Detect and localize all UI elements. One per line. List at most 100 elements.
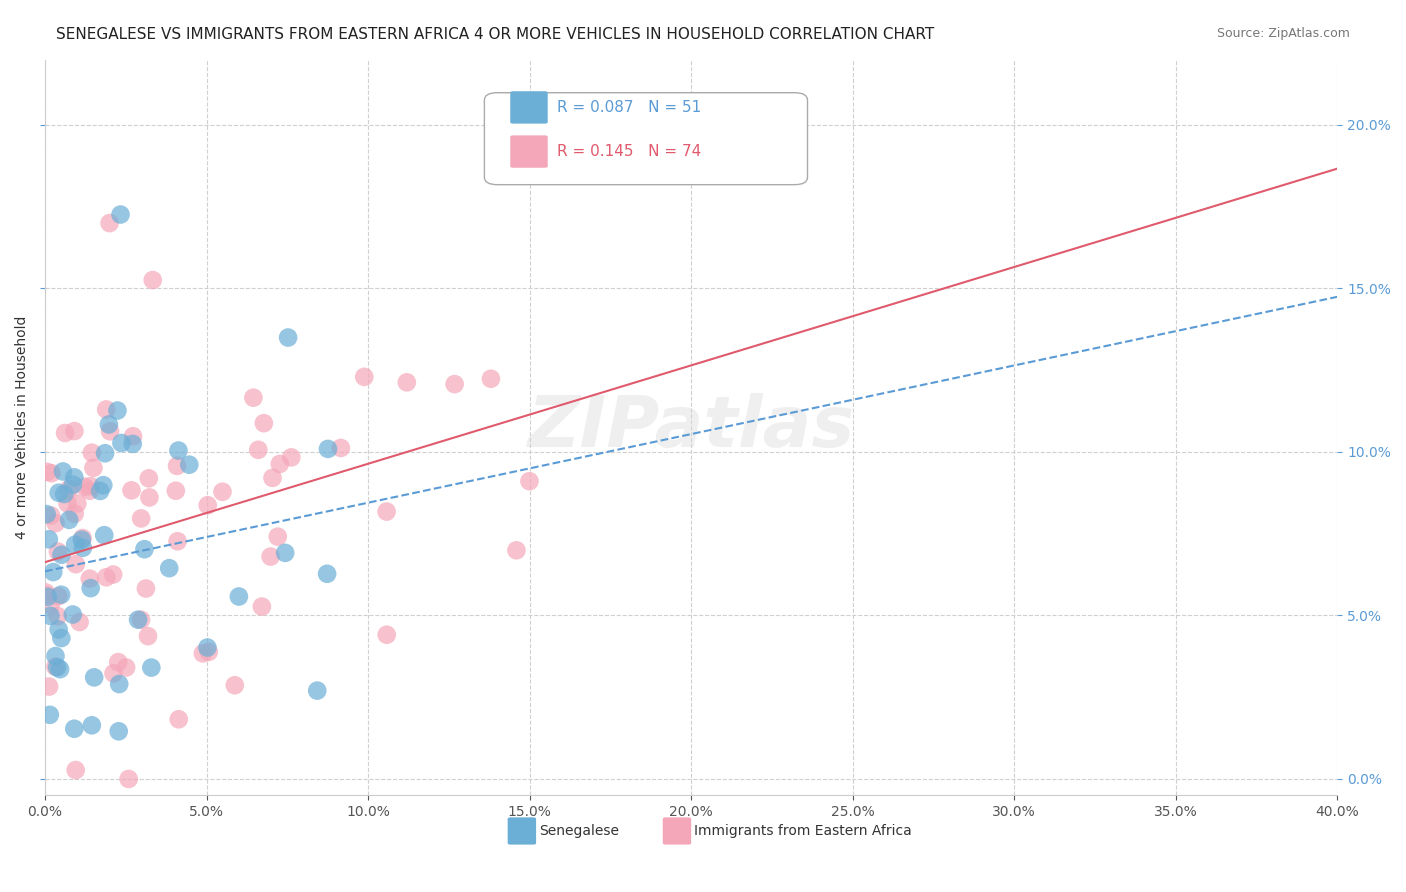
- Point: [121, 437, 143, 451]
- Point: [277, 330, 299, 344]
- Point: [141, 660, 163, 674]
- Point: [375, 628, 398, 642]
- FancyBboxPatch shape: [510, 136, 548, 168]
- Point: [35, 588, 58, 602]
- Point: [82, 460, 104, 475]
- Point: [45, 516, 67, 531]
- Point: [73, 480, 96, 494]
- Point: [41, 466, 63, 480]
- Point: [52, 465, 75, 479]
- FancyBboxPatch shape: [508, 817, 536, 845]
- Point: [98, 425, 121, 439]
- Point: [35, 465, 58, 479]
- Point: [70, 533, 93, 547]
- Point: [62, 607, 84, 622]
- Text: Source: ZipAtlas.com: Source: ZipAtlas.com: [1216, 27, 1350, 40]
- Point: [247, 442, 270, 457]
- Point: [97, 417, 120, 432]
- Point: [242, 391, 264, 405]
- Point: [65, 763, 87, 777]
- Point: [98, 216, 121, 230]
- Point: [63, 470, 86, 484]
- Point: [79, 483, 101, 498]
- Point: [166, 534, 188, 549]
- Point: [91, 478, 114, 492]
- Point: [108, 677, 131, 691]
- FancyBboxPatch shape: [510, 91, 548, 124]
- Point: [37, 590, 59, 604]
- Point: [69, 615, 91, 629]
- Point: [83, 670, 105, 684]
- Text: R = 0.145   N = 74: R = 0.145 N = 74: [557, 145, 702, 159]
- Text: SENEGALESE VS IMMIGRANTS FROM EASTERN AFRICA 4 OR MORE VEHICLES IN HOUSEHOLD COR: SENEGALESE VS IMMIGRANTS FROM EASTERN AF…: [56, 27, 935, 42]
- Point: [46, 660, 69, 674]
- Text: Immigrants from Eastern Africa: Immigrants from Eastern Africa: [693, 823, 911, 838]
- Point: [66, 497, 89, 511]
- Point: [79, 581, 101, 595]
- Y-axis label: 4 or more Vehicles in Household: 4 or more Vehicles in Household: [15, 316, 30, 539]
- Point: [96, 402, 118, 417]
- FancyBboxPatch shape: [662, 817, 692, 845]
- Point: [89, 483, 111, 498]
- Point: [107, 724, 129, 739]
- Point: [39, 508, 62, 523]
- Point: [115, 660, 138, 674]
- Point: [274, 546, 297, 560]
- Point: [138, 471, 160, 485]
- Point: [103, 666, 125, 681]
- Point: [129, 511, 152, 525]
- Point: [198, 645, 221, 659]
- Point: [395, 376, 418, 390]
- Point: [118, 772, 141, 786]
- Point: [505, 543, 527, 558]
- Point: [110, 208, 132, 222]
- Text: R = 0.087   N = 51: R = 0.087 N = 51: [557, 100, 702, 115]
- Point: [107, 655, 129, 669]
- Point: [80, 718, 103, 732]
- Point: [262, 471, 284, 485]
- Point: [39, 598, 62, 612]
- Point: [191, 646, 214, 660]
- Point: [72, 541, 94, 555]
- Point: [135, 582, 157, 596]
- Point: [79, 479, 101, 493]
- Point: [136, 629, 159, 643]
- Point: [138, 491, 160, 505]
- Point: [134, 542, 156, 557]
- Point: [197, 640, 219, 655]
- Point: [107, 403, 129, 417]
- Point: [269, 457, 291, 471]
- Point: [38, 680, 60, 694]
- Point: [51, 588, 73, 602]
- Point: [519, 474, 541, 488]
- Point: [443, 377, 465, 392]
- Text: ZIPatlas: ZIPatlas: [527, 393, 855, 462]
- Point: [58, 483, 80, 497]
- Point: [122, 429, 145, 443]
- Point: [46, 590, 69, 604]
- Point: [197, 498, 219, 512]
- Point: [44, 648, 66, 663]
- Point: [375, 505, 398, 519]
- Point: [38, 533, 60, 547]
- Point: [121, 483, 143, 498]
- Point: [51, 631, 73, 645]
- Point: [316, 442, 339, 456]
- Point: [267, 530, 290, 544]
- Point: [280, 450, 302, 465]
- FancyBboxPatch shape: [485, 93, 807, 185]
- Point: [58, 513, 80, 527]
- Point: [49, 662, 72, 676]
- Point: [48, 485, 70, 500]
- Point: [93, 528, 115, 542]
- Point: [110, 436, 132, 450]
- Point: [179, 458, 201, 472]
- Point: [48, 623, 70, 637]
- Point: [53, 425, 76, 440]
- Point: [224, 678, 246, 692]
- Point: [53, 487, 76, 501]
- Point: [228, 590, 250, 604]
- Point: [129, 613, 152, 627]
- Point: [63, 424, 86, 438]
- Point: [166, 458, 188, 473]
